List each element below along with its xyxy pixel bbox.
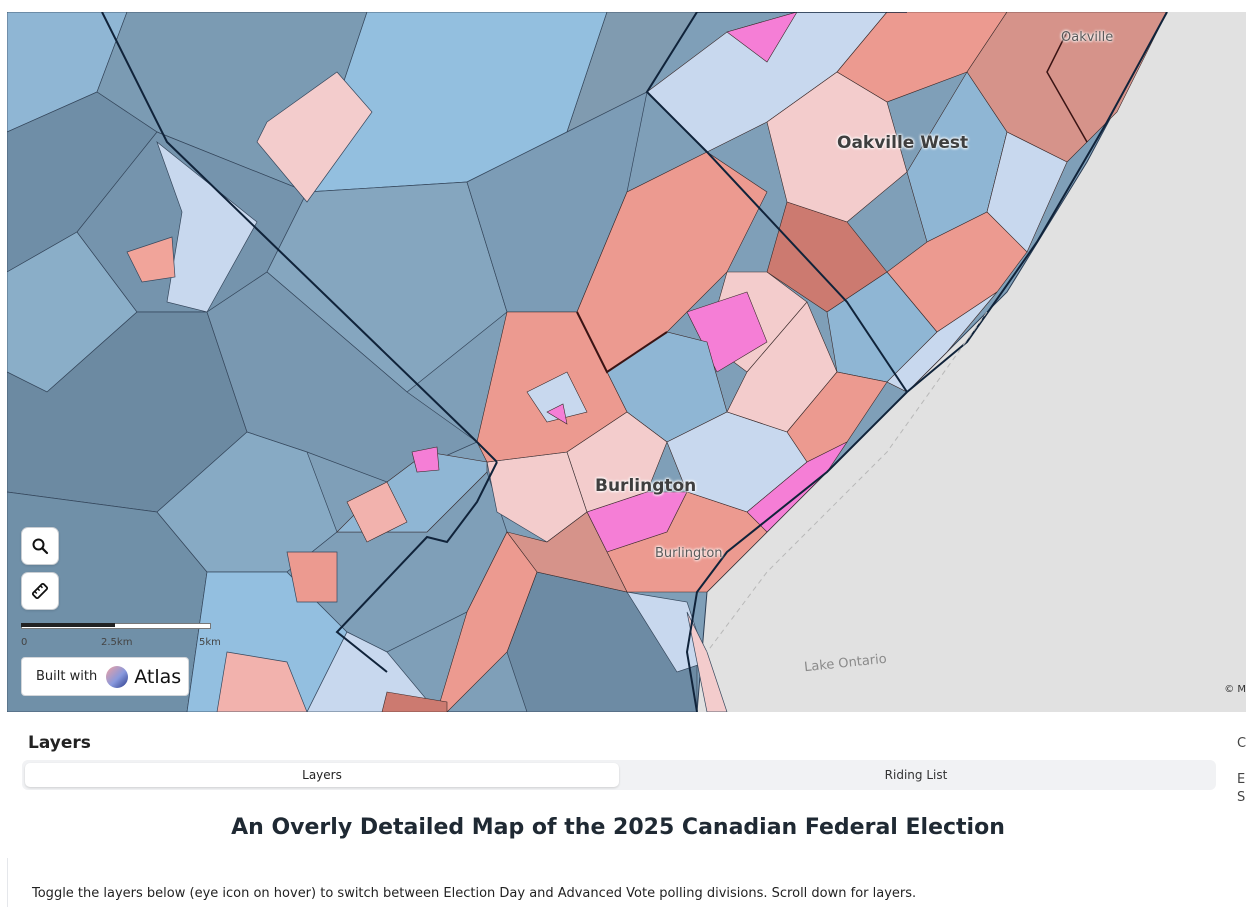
scale-bar-fill [21,623,115,627]
map-scale-bar: 0 2.5km 5km [21,623,221,648]
ruler-icon [31,582,49,600]
map-search-button[interactable] [21,527,59,565]
scale-tick: 0 [21,637,28,648]
map-label-burlington-city: Burlington [655,546,723,561]
side-panel-peek-text: C [1237,736,1246,751]
map-measure-button[interactable] [21,572,59,610]
scale-tick: 5km [199,637,221,648]
atlas-brand-name: Atlas [134,665,182,688]
layer-tabs: Layers Riding List [22,760,1216,790]
panel-title: Layers [28,733,91,753]
built-with-atlas-badge[interactable]: Built with Atlas [21,657,189,696]
map-label-burlington-riding: Burlington [595,476,697,496]
election-map[interactable] [7,12,1246,712]
map-canvas[interactable]: Oakville Oakville West Burlington Burlin… [7,12,1246,712]
side-panel-peek-text: S [1237,790,1246,805]
atlas-logo-icon [106,665,129,688]
built-with-label: Built with [36,669,98,684]
page-description: Toggle the layers below (eye icon on hov… [32,886,917,901]
content-divider [7,858,8,907]
tab-layers[interactable]: Layers [25,763,619,787]
map-label-oakville-west: Oakville West [837,133,969,153]
map-label-oakville: Oakville [1061,30,1114,45]
side-panel-peek-text: E [1237,772,1246,787]
page-title: An Overly Detailed Map of the 2025 Canad… [231,815,1005,840]
scale-tick: 2.5km [101,637,133,648]
tab-riding-list[interactable]: Riding List [884,768,948,782]
search-icon [32,538,49,555]
map-attribution[interactable]: © M [1224,684,1246,695]
